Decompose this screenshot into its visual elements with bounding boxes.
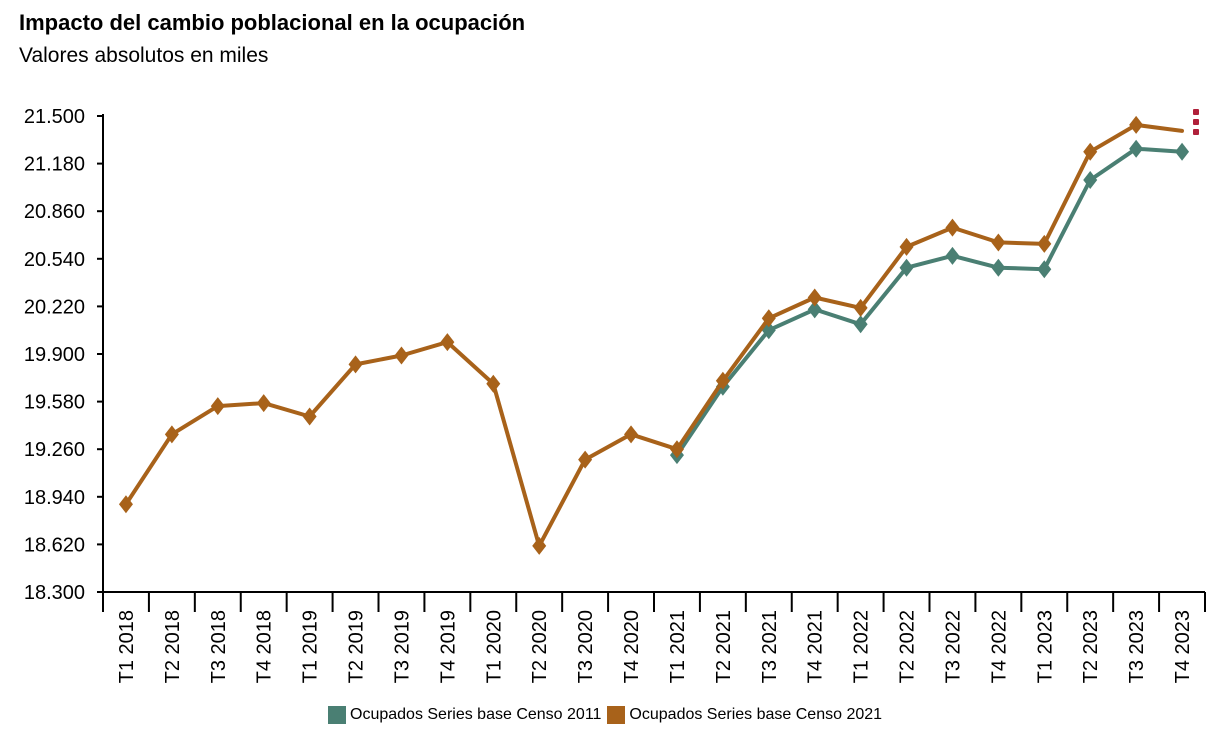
data-point-marker: [440, 333, 455, 352]
x-tick-label: T1 2020: [483, 610, 505, 683]
y-tick-label: 18.300: [24, 582, 85, 604]
x-tick-label: T3 2021: [759, 610, 781, 683]
data-point-marker: [715, 371, 730, 390]
menu-dot: [1193, 109, 1199, 115]
x-tick-label: T2 2023: [1080, 610, 1102, 683]
y-tick-label: 18.940: [24, 487, 85, 509]
legend-label-2021: Ocupados Series base Censo 2021: [629, 706, 883, 723]
x-tick-label: T3 2022: [942, 610, 964, 683]
x-tick-label: T3 2019: [391, 610, 413, 683]
x-tick-label: T2 2021: [713, 610, 735, 683]
y-tick-label: 19.580: [24, 392, 85, 414]
data-point-marker: [256, 394, 271, 413]
data-point-marker: [118, 495, 133, 514]
x-tick-label: T4 2019: [437, 610, 459, 683]
legend-swatch-2011: [328, 706, 346, 724]
x-tick-label: T4 2020: [621, 610, 643, 683]
x-tick-label: T3 2023: [1126, 610, 1148, 683]
series-line-0: [675, 146, 1184, 458]
data-point-marker: [578, 450, 593, 469]
y-tick-label: 21.500: [24, 106, 85, 128]
series-line-1: [124, 122, 1184, 548]
legend-label-2011: Ocupados Series base Censo 2011: [350, 706, 602, 723]
x-tick-label: T4 2022: [988, 610, 1010, 683]
data-point-marker: [991, 258, 1006, 277]
x-tick-label: T1 2021: [667, 610, 689, 683]
y-tick-label: 19.900: [24, 344, 85, 366]
y-tick-label: 19.260: [24, 439, 85, 461]
menu-dot: [1193, 129, 1199, 135]
data-point-marker: [1129, 115, 1144, 134]
x-tick-label: T2 2022: [897, 610, 919, 683]
data-point-marker: [899, 237, 914, 256]
legend: Ocupados Series base Censo 2011 Ocupados…: [328, 706, 888, 724]
data-point-marker: [1037, 234, 1052, 253]
data-point-marker: [1083, 142, 1098, 161]
data-point-marker: [899, 258, 914, 277]
data-point-marker: [302, 407, 317, 426]
x-tick-label: T1 2018: [116, 610, 138, 683]
menu-dot: [1193, 119, 1199, 125]
data-point-marker: [394, 346, 409, 365]
x-tick-label: T2 2019: [346, 610, 368, 683]
chart-subtitle: Valores absolutos en miles: [19, 44, 269, 67]
x-tick-label: T4 2018: [254, 610, 276, 683]
legend-item-2011[interactable]: Ocupados Series base Censo 2011: [328, 706, 601, 724]
x-tick-label: T4 2021: [805, 610, 827, 683]
y-tick-label: 20.220: [24, 296, 85, 318]
data-point-marker: [945, 246, 960, 265]
y-tick-label: 20.860: [24, 201, 85, 223]
y-tick-label: 21.180: [24, 154, 85, 176]
data-point-marker: [1083, 170, 1098, 189]
kebab-menu-icon[interactable]: [1193, 109, 1201, 135]
legend-swatch-2021: [607, 706, 626, 724]
data-point-marker: [164, 425, 179, 444]
data-point-marker: [853, 315, 868, 334]
data-point-marker: [761, 309, 776, 328]
data-point-marker: [348, 355, 363, 374]
data-point-marker: [991, 233, 1006, 252]
chart-title: Impacto del cambio poblacional en la ocu…: [19, 10, 526, 35]
x-tick-label: T3 2018: [208, 610, 230, 683]
data-point-marker: [624, 425, 639, 444]
data-point-marker: [807, 288, 822, 307]
data-point-marker: [1129, 139, 1144, 158]
data-point-marker: [945, 218, 960, 237]
data-point-marker: [1037, 260, 1052, 279]
x-tick-label: T2 2020: [529, 610, 551, 683]
data-point-marker: [532, 536, 547, 555]
x-tick-label: T1 2022: [851, 610, 873, 683]
data-point-marker: [669, 440, 684, 459]
legend-item-2021[interactable]: Ocupados Series base Censo 2021: [607, 706, 882, 724]
x-tick-label: T4 2023: [1172, 610, 1194, 683]
data-point-marker: [807, 300, 822, 319]
x-tick-label: T3 2020: [575, 610, 597, 683]
y-tick-label: 20.540: [24, 249, 85, 271]
data-point-marker: [210, 397, 225, 416]
data-point-marker: [853, 298, 868, 317]
data-point-marker: [486, 374, 501, 393]
x-tick-label: T2 2018: [162, 610, 184, 683]
x-tick-label: T1 2023: [1034, 610, 1056, 683]
x-tick-label: T1 2019: [300, 610, 322, 683]
y-tick-label: 18.620: [24, 534, 85, 556]
data-point-marker: [1175, 142, 1190, 161]
